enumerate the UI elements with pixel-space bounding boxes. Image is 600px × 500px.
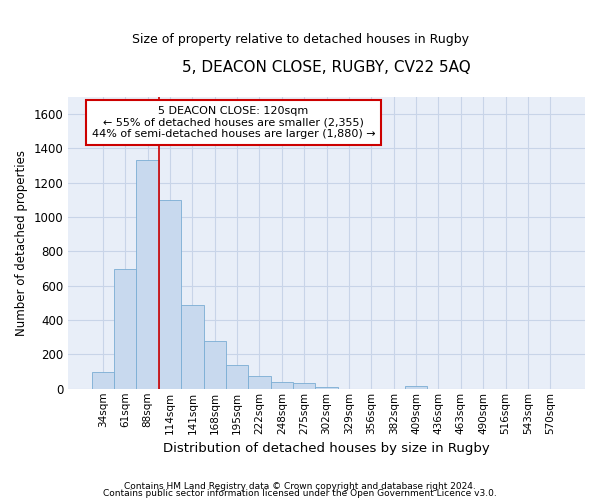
Bar (293, 383, 316, 389)
Bar (226, 364, 248, 389)
Bar (136, 160, 159, 389)
Bar (248, 376, 271, 389)
Bar (114, 270, 136, 389)
Bar (92, 372, 114, 389)
Bar (316, 387, 338, 389)
X-axis label: Distribution of detached houses by size in Rugby: Distribution of detached houses by size … (163, 442, 490, 455)
Bar (159, 200, 181, 389)
Bar (181, 304, 203, 389)
Text: 5 DEACON CLOSE: 120sqm
← 55% of detached houses are smaller (2,355)
44% of semi-: 5 DEACON CLOSE: 120sqm ← 55% of detached… (92, 106, 376, 139)
Text: Contains HM Land Registry data © Crown copyright and database right 2024.: Contains HM Land Registry data © Crown c… (124, 482, 476, 491)
Bar (405, 386, 427, 389)
Bar (203, 340, 226, 389)
Bar (271, 382, 293, 389)
Text: Size of property relative to detached houses in Rugby: Size of property relative to detached ho… (131, 32, 469, 46)
Title: 5, DEACON CLOSE, RUGBY, CV22 5AQ: 5, DEACON CLOSE, RUGBY, CV22 5AQ (182, 60, 471, 75)
Y-axis label: Number of detached properties: Number of detached properties (15, 150, 28, 336)
Text: Contains public sector information licensed under the Open Government Licence v3: Contains public sector information licen… (103, 490, 497, 498)
